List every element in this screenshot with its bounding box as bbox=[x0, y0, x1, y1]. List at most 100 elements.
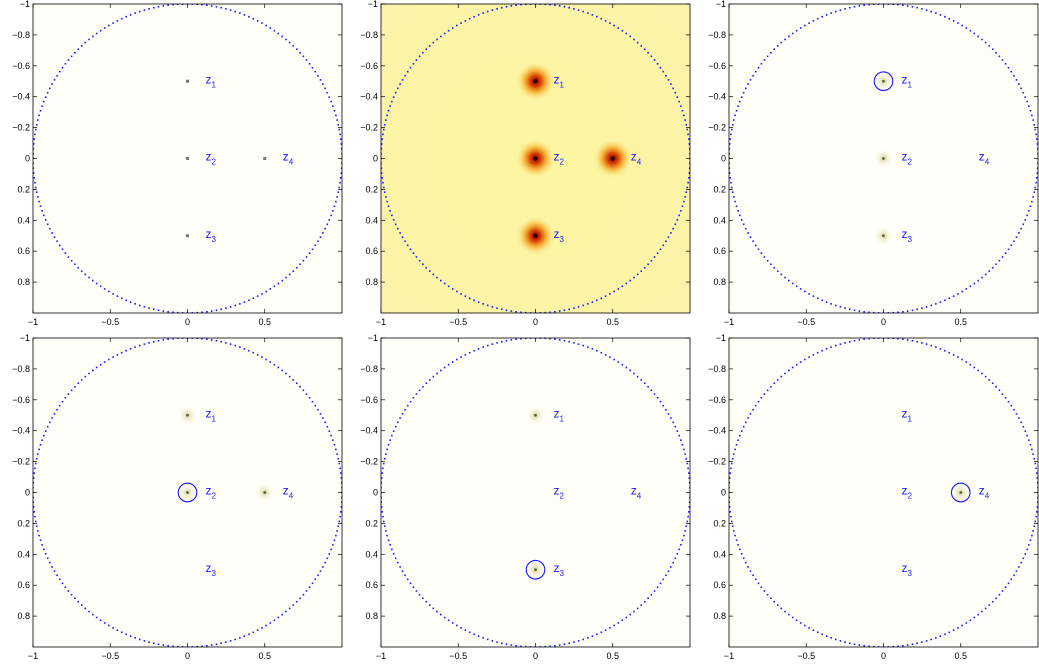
label-z4: z4 bbox=[283, 150, 294, 167]
z1-point bbox=[533, 79, 538, 84]
x-tick-label: 0 bbox=[185, 317, 190, 327]
y-tick-label: −1 bbox=[716, 333, 726, 343]
y-tick-label: −0.2 bbox=[12, 457, 30, 467]
label-z4: z4 bbox=[979, 150, 990, 167]
y-tick-label: −0.8 bbox=[360, 30, 378, 40]
y-tick-label: 0.8 bbox=[713, 277, 726, 287]
label-z2: z2 bbox=[554, 150, 565, 167]
label-z1: z1 bbox=[554, 406, 565, 423]
panel-5: z1 z2 z3 z4 −1 −0.5 0 0.5 −1 −0.8 −0.6 −0.4 −0.2 0 0.2… bbox=[360, 333, 691, 661]
label-z4: z4 bbox=[631, 484, 642, 501]
y-tick-label: 0.8 bbox=[17, 277, 30, 287]
x-tick-label: −1 bbox=[28, 317, 38, 327]
x-tick-label: −1 bbox=[376, 317, 386, 327]
y-tick-label: −0.2 bbox=[708, 123, 726, 133]
y-tick-label: 0 bbox=[25, 154, 30, 164]
plot-background bbox=[729, 338, 1038, 647]
y-tick-label: −0.4 bbox=[708, 426, 726, 436]
z1-point bbox=[186, 79, 189, 83]
y-tick-label: −0.4 bbox=[360, 426, 378, 436]
highlight-circle bbox=[177, 482, 198, 503]
y-tick-label: 0.4 bbox=[365, 549, 378, 559]
panel-4: z1 z2 z3 z4 −1 −0.5 0 0.5 −1 −0.8 −0.6 −0.4 −0.2 0 0.2… bbox=[12, 333, 343, 661]
y-tick-label: 0 bbox=[721, 154, 726, 164]
x-tick-label: 0 bbox=[881, 651, 886, 661]
z4-point bbox=[610, 156, 615, 161]
unit-circle bbox=[33, 4, 342, 313]
y-tick-label: −0.8 bbox=[12, 364, 30, 374]
unit-circle bbox=[33, 338, 342, 647]
y-tick-label: 0.6 bbox=[365, 246, 378, 256]
panel-6: z1 z2 z3 z4 −1 −0.5 0 0.5 −1 −0.8 −0.6 −0.4 −0.2 0 0.2… bbox=[708, 333, 1039, 661]
y-tick-label: −0.6 bbox=[12, 395, 30, 405]
y-tick-label: −0.4 bbox=[12, 426, 30, 436]
y-tick-label: 0.4 bbox=[713, 215, 726, 225]
y-tick-label: −1 bbox=[368, 0, 378, 9]
y-tick-label: 0 bbox=[25, 488, 30, 498]
label-z3: z3 bbox=[902, 227, 913, 244]
y-tick-label: −0.6 bbox=[708, 61, 726, 71]
y-tick-label: 0.4 bbox=[713, 549, 726, 559]
y-tick-label: −0.4 bbox=[360, 92, 378, 102]
z4-point bbox=[959, 491, 963, 494]
label-z2: z2 bbox=[902, 484, 913, 501]
x-tick-label: −1 bbox=[28, 651, 38, 661]
x-tick-label: 0.5 bbox=[606, 317, 619, 327]
label-z3: z3 bbox=[206, 561, 217, 578]
plot-background bbox=[381, 338, 690, 647]
y-tick-label: 0.6 bbox=[713, 246, 726, 256]
y-tick-label: 0 bbox=[373, 154, 378, 164]
label-z4: z4 bbox=[631, 150, 642, 167]
z2-point bbox=[882, 157, 885, 160]
label-z1: z1 bbox=[206, 72, 217, 89]
unit-circle bbox=[381, 4, 690, 313]
y-tick-label: −0.6 bbox=[360, 395, 378, 405]
z1-point bbox=[882, 79, 885, 83]
x-tick-label: −0.5 bbox=[101, 651, 119, 661]
y-tick-label: −1 bbox=[20, 333, 30, 343]
y-tick-label: −1 bbox=[716, 0, 726, 9]
y-tick-label: −0.8 bbox=[360, 364, 378, 374]
y-tick-label: 0 bbox=[373, 488, 378, 498]
y-tick-label: −1 bbox=[368, 333, 378, 343]
y-tick-label: 0.2 bbox=[713, 518, 726, 528]
label-z2: z2 bbox=[902, 150, 913, 167]
x-tick-label: 0 bbox=[881, 317, 886, 327]
y-tick-label: 0.8 bbox=[17, 611, 30, 621]
unit-circle bbox=[729, 4, 1038, 313]
y-tick-label: 0.8 bbox=[365, 277, 378, 287]
x-tick-label: 0.5 bbox=[606, 651, 619, 661]
x-tick-label: 0 bbox=[185, 651, 190, 661]
panel-1: z1 z2 z3 z4 −1 −0.5 0 0.5 −1 −0.8 −0.6 −0.4 −0.2 0 0.2… bbox=[12, 0, 343, 327]
y-tick-label: 0.4 bbox=[17, 549, 30, 559]
x-tick-label: −0.5 bbox=[797, 651, 815, 661]
x-tick-label: 0 bbox=[533, 317, 538, 327]
z4-point bbox=[263, 491, 267, 494]
y-tick-label: 0.8 bbox=[713, 611, 726, 621]
y-tick-label: −0.2 bbox=[360, 123, 378, 133]
y-tick-label: 0 bbox=[721, 488, 726, 498]
y-tick-label: 0.2 bbox=[17, 184, 30, 194]
y-tick-label: 0.2 bbox=[365, 518, 378, 528]
label-z1: z1 bbox=[902, 406, 913, 423]
x-tick-label: −0.5 bbox=[449, 317, 467, 327]
y-tick-label: −0.6 bbox=[12, 61, 30, 71]
y-tick-label: −0.6 bbox=[360, 61, 378, 71]
z2-point bbox=[186, 491, 189, 494]
label-z2: z2 bbox=[554, 484, 565, 501]
y-tick-label: −0.2 bbox=[708, 457, 726, 467]
highlight-circle bbox=[950, 482, 971, 503]
z2-point bbox=[533, 156, 538, 161]
label-z3: z3 bbox=[206, 227, 217, 244]
panel-2: z1 z2 z3 z4 −1 −0.5 0 0.5 −1 −0.8 −0.6 −0.4 −0.2 0 0.2… bbox=[360, 0, 691, 327]
y-tick-label: −0.2 bbox=[12, 123, 30, 133]
y-tick-label: 0.2 bbox=[17, 518, 30, 528]
label-z3: z3 bbox=[554, 227, 565, 244]
y-tick-label: −1 bbox=[20, 0, 30, 9]
y-tick-label: 0.6 bbox=[713, 580, 726, 590]
y-tick-label: −0.8 bbox=[708, 364, 726, 374]
z1-point bbox=[534, 413, 537, 417]
y-tick-label: −0.8 bbox=[708, 30, 726, 40]
label-z1: z1 bbox=[206, 406, 217, 423]
